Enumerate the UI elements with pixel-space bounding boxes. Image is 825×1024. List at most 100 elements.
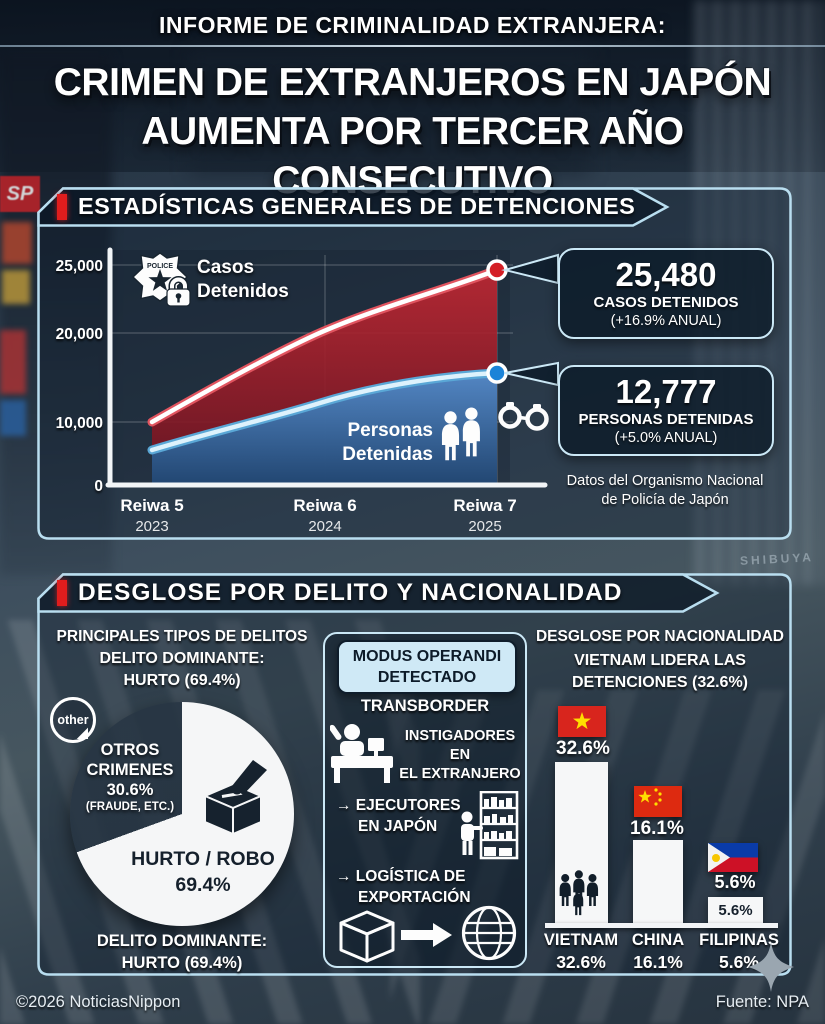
modus-chip: MODUS OPERANDI DETECTADO: [337, 640, 517, 694]
pie-main-line1: HURTO / ROBO: [131, 848, 275, 870]
cases-label-line1: Casos: [197, 257, 254, 278]
persons-label-line1: Personas: [347, 420, 433, 441]
pie-other-line1: OTROS: [100, 741, 160, 759]
nationality-heading: DESGLOSE POR NACIONALIDAD: [535, 628, 784, 645]
section2-title: DESGLOSE POR DELITO Y NACIONALIDAD: [78, 579, 623, 606]
vietnam-flag-icon: [558, 706, 606, 737]
badge-text: POLICE: [147, 263, 173, 270]
header-divider: [0, 45, 825, 47]
xtick-era-2: Reiwa 6: [293, 496, 356, 515]
shelf-picker-icon: [461, 791, 519, 860]
philippines-bar: 5.6%: [708, 897, 763, 925]
data-source-line2: de Policía de Japón: [601, 492, 729, 508]
background-neon-sign: [0, 330, 26, 394]
china-bar-pct: 16.1%: [630, 818, 684, 839]
background-building-mid: [190, 50, 590, 175]
background-neon-sign: [2, 270, 30, 304]
pie-other-note: (FRAUDE, ETC.): [85, 801, 175, 813]
vietnam-bar-pct: 32.6%: [556, 738, 610, 759]
crimes-dominant-line2: HURTO (69.4%): [123, 672, 241, 689]
pie-other-pct: 30.6%: [106, 781, 154, 799]
philippines-flag-icon: [708, 843, 758, 872]
axes: [105, 247, 548, 488]
bar-chart-baseline: [545, 923, 778, 928]
persons-area: [152, 373, 497, 485]
crimes-heading: PRINCIPALES TIPOS DE DELITOS: [56, 628, 308, 645]
cases-value: 25,480: [615, 256, 717, 293]
china-bar: [633, 840, 683, 925]
export-arrow-icon: [401, 923, 452, 947]
copyright-text: ©2026 NoticiasNippon: [16, 993, 181, 1011]
china-flag-icon: [634, 786, 682, 817]
persons-label: PERSONAS DETENIDAS: [578, 411, 754, 428]
section-accent-bar: [57, 194, 67, 220]
modus-step1-line2: EL EXTRANJERO: [399, 766, 521, 782]
xtick-year-2: 2024: [308, 518, 341, 535]
cases-line: [149, 267, 500, 425]
page-title-line1: CRIMEN DE EXTRANJEROS EN JAPÓN: [53, 61, 772, 104]
modus-chip-line2: DETECTADO: [377, 669, 477, 686]
package-box-icon: [339, 910, 395, 963]
china-bar-label-pct: 16.1%: [633, 952, 683, 972]
modus-step3: → LOGÍSTICA DE EXPORTACIÓN: [336, 866, 471, 908]
police-badge-icon: POLICE: [131, 252, 191, 307]
philippines-bar-label: FILIPINAS: [699, 931, 779, 949]
modus-intro: TRANSBORDER: [360, 697, 490, 715]
modus-step2-line2: EN JAPÓN: [358, 818, 438, 835]
crimes-dominant-line1: DELITO DOMINANTE:: [99, 650, 265, 667]
philippines-flag-sun: [712, 853, 720, 862]
section-accent-bar: [57, 580, 67, 606]
detentions-line-chart: 25,000 20,000 10,000 0 Reiwa 5 2023 Reiw…: [56, 247, 559, 535]
section1-title: ESTADÍSTICAS GENERALES DE DETENCIONES: [78, 193, 636, 219]
persons-value: 12,777: [615, 373, 717, 410]
persons-line: [149, 370, 500, 453]
modus-step2-line1: → EJECUTORES: [336, 797, 461, 814]
cases-callout-pointer: [501, 253, 559, 285]
philippines-bar-pct: 5.6%: [714, 872, 756, 892]
cases-series-label: Casos Detenidos: [197, 257, 289, 302]
persons-callout-pointer: [504, 361, 559, 387]
background-neon-sign: [2, 222, 32, 264]
ytick-0: 0: [94, 478, 103, 495]
ytick-25000: 25,000: [56, 258, 103, 275]
page-title-line2: AUMENTA POR TERCER AÑO CONSECUTIVO: [141, 110, 684, 202]
cases-label: CASOS DETENIDOS: [593, 294, 739, 311]
persons-series-label: Personas Detenidas: [342, 420, 433, 465]
lock-icon: [166, 276, 191, 307]
cases-label-line2: Detenidos: [197, 281, 289, 302]
vietnam-bar-label: VIETNAM: [543, 931, 619, 949]
modus-step1-line1: INSTIGADORES EN: [404, 728, 516, 763]
persons-delta: (+5.0% ANUAL): [614, 430, 718, 446]
xtick-era-3: Reiwa 7: [453, 496, 516, 515]
ytick-20000: 20,000: [56, 326, 103, 343]
persons-label-line2: Detenidas: [342, 444, 433, 465]
cases-stat-box: 25,480 CASOS DETENIDOS (+16.9% ANUAL): [558, 248, 774, 339]
china-bar-label: CHINA: [631, 931, 685, 949]
vietnam-bar-label-pct: 32.6%: [556, 952, 606, 972]
xtick-era-1: Reiwa 5: [120, 496, 183, 515]
two-persons-icon: [441, 407, 480, 461]
modus-step3-line1: → LOGÍSTICA DE: [336, 868, 466, 885]
data-source-line1: Datos del Organismo Nacional: [566, 473, 764, 489]
modus-step3-line2: EXPORTACIÓN: [358, 889, 471, 906]
y-axis-labels: 25,000 20,000 10,000 0: [56, 258, 103, 495]
crimes-caption-line2: HURTO (69.4%): [121, 954, 243, 972]
persons-end-dot: [486, 362, 508, 384]
report-kicker: INFORME DE CRIMINALIDAD EXTRANJERA:: [159, 12, 666, 38]
pie-main-pct: 69.4%: [175, 874, 231, 896]
nationality-lead-line2: DETENCIONES (32.6%): [571, 674, 749, 691]
sparkle-logo-icon: [748, 942, 794, 992]
cases-delta: (+16.9% ANUAL): [610, 313, 722, 329]
globe-icon: [461, 905, 517, 961]
xtick-year-1: 2023: [135, 518, 168, 535]
xtick-year-3: 2025: [468, 518, 501, 535]
handcuffs-icon: [498, 402, 549, 431]
pie-other-slice-label: OTROS CRIMENES 30.6% (FRAUDE, ETC.): [70, 740, 190, 815]
background-neon-sign: [0, 400, 26, 436]
data-source-note: Datos del Organismo Nacional de Policía …: [545, 472, 785, 510]
ytick-10000: 10,000: [56, 415, 103, 432]
other-speech-bubble: other: [50, 697, 96, 743]
modus-step1: INSTIGADORES EN EL EXTRANJERO: [396, 727, 524, 784]
crimes-caption-line1: DELITO DOMINANTE:: [96, 932, 268, 950]
